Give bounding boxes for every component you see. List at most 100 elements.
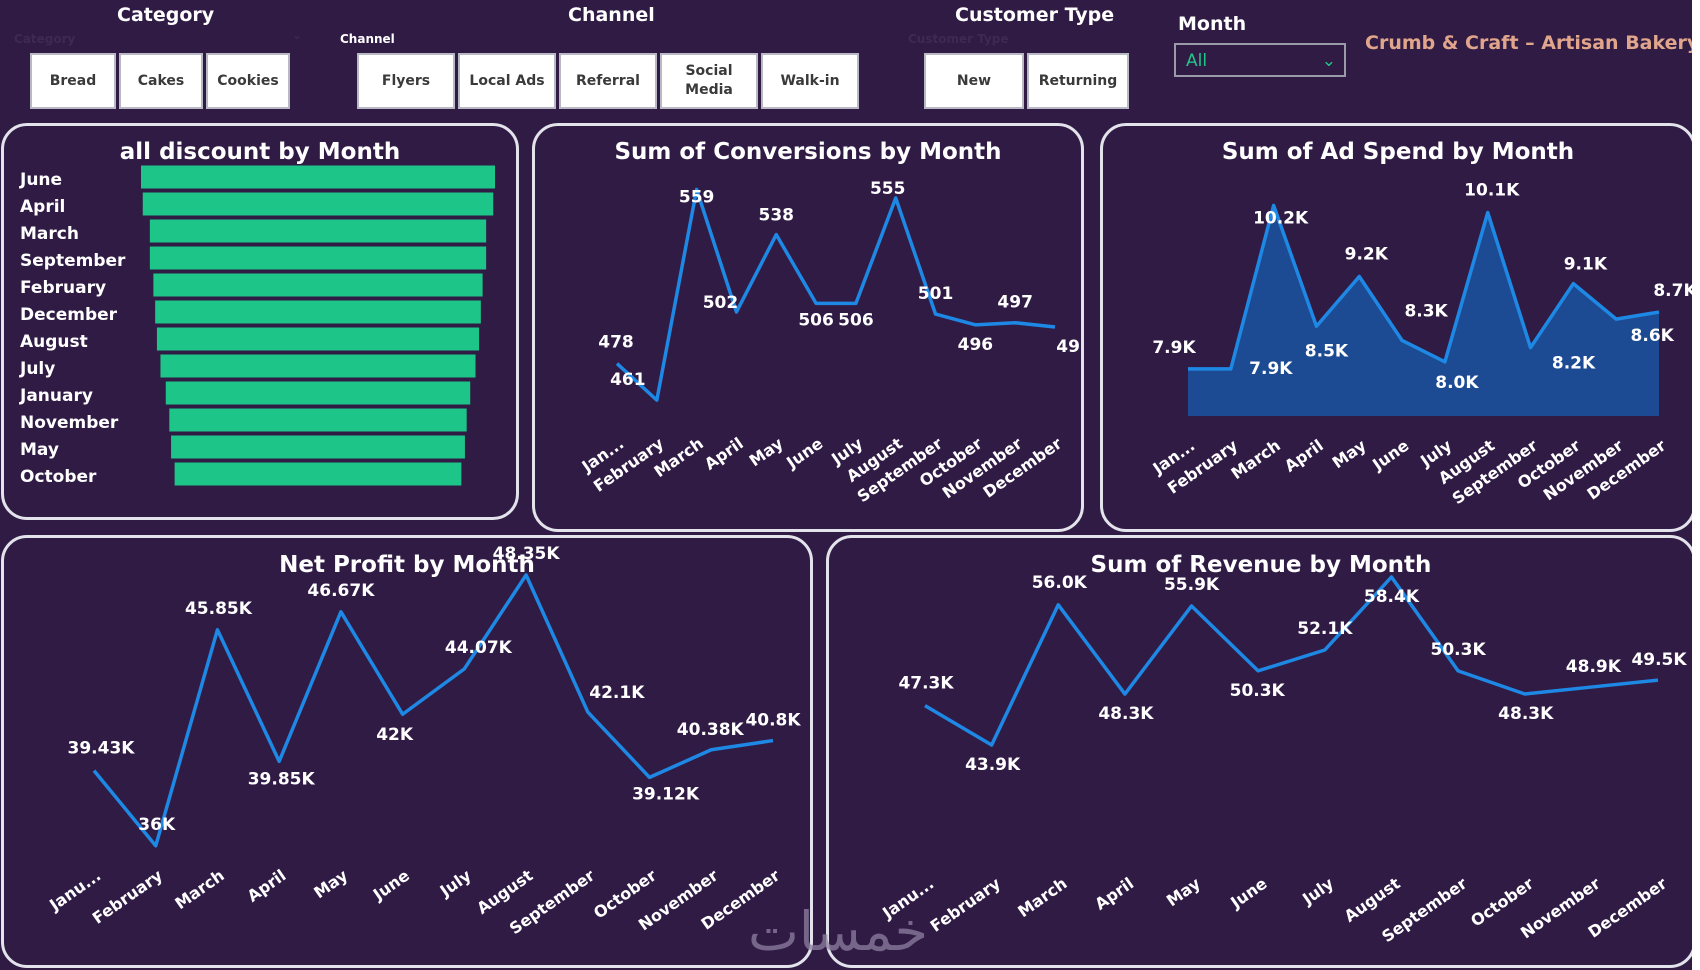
bar bbox=[155, 300, 481, 324]
data-label: 49.5K bbox=[1631, 650, 1687, 670]
data-label: 50.3K bbox=[1431, 640, 1487, 660]
data-label: 501 bbox=[918, 284, 954, 304]
x-tick-label: March bbox=[1014, 874, 1070, 921]
x-tick-label: May bbox=[1329, 435, 1370, 472]
data-label: 497 bbox=[997, 293, 1033, 313]
conversions-line-chart: 478Jan...461February559March502April538M… bbox=[578, 179, 1084, 506]
data-label: 40.38K bbox=[677, 720, 745, 740]
y-tick-label: November bbox=[20, 413, 119, 433]
netprofit-chart-panel: Net Profit by Month 39.43K Janu... 36K Febr… bbox=[1, 535, 813, 968]
bar bbox=[149, 219, 487, 243]
x-tick-label: May bbox=[310, 865, 351, 902]
data-label: 8.0K bbox=[1435, 373, 1479, 393]
x-tick-label: February bbox=[89, 865, 167, 927]
channel-slicer-title: Channel bbox=[568, 4, 655, 26]
x-tick-label: June bbox=[369, 866, 413, 905]
data-label: 36K bbox=[138, 815, 176, 835]
y-tick-label: May bbox=[20, 440, 59, 460]
customer-type-slicer-title: Customer Type bbox=[955, 4, 1115, 26]
data-label: 502 bbox=[703, 293, 739, 313]
customer-type-chip-returning[interactable]: Returning bbox=[1027, 53, 1129, 109]
bar bbox=[156, 327, 480, 351]
data-label: 50.3K bbox=[1230, 681, 1286, 701]
series-line bbox=[615, 187, 1056, 402]
revenue-chart-panel: Sum of Revenue by Month 47.3K Janu... 43.9… bbox=[826, 535, 1696, 968]
x-tick-label: April bbox=[1281, 436, 1327, 476]
data-label: 56.0K bbox=[1032, 573, 1088, 593]
y-tick-label: January bbox=[19, 386, 93, 406]
x-tick-label: July bbox=[1298, 873, 1337, 909]
bar bbox=[142, 192, 494, 216]
bar bbox=[141, 165, 495, 189]
data-label: 46.67K bbox=[307, 581, 375, 601]
channel-chip-local-ads[interactable]: Local Ads bbox=[458, 53, 556, 109]
category-chip-bread[interactable]: Bread bbox=[30, 53, 116, 109]
data-label: 44.07K bbox=[445, 638, 513, 658]
channel-chip-referral[interactable]: Referral bbox=[559, 53, 657, 109]
channel-chip-walk-in[interactable]: Walk-in bbox=[761, 53, 859, 109]
bar bbox=[160, 354, 476, 378]
channel-chip-social-media[interactable]: Social Media bbox=[660, 53, 758, 109]
data-label: 506 bbox=[798, 310, 834, 330]
data-label: 538 bbox=[759, 206, 795, 226]
chevron-down-icon: ⌄ bbox=[1321, 51, 1336, 71]
netprofit-line-chart: 39.43KJanu...36KFebruary45.85KMarch39.85… bbox=[45, 544, 801, 938]
data-label: 55.9K bbox=[1164, 575, 1220, 595]
data-label: 48.3K bbox=[1098, 704, 1154, 724]
series-line bbox=[92, 573, 774, 848]
series-line bbox=[1188, 203, 1660, 371]
watermark-logo: خمسات bbox=[748, 900, 929, 963]
chevron-down-icon[interactable]: ⌄ bbox=[292, 28, 303, 42]
channel-slicer-subtitle: Channel bbox=[340, 32, 395, 46]
y-tick-label: December bbox=[20, 305, 118, 325]
data-label: 45.85K bbox=[185, 599, 253, 619]
chart-title: Sum of Conversions by Month bbox=[614, 139, 1002, 165]
data-label: 478 bbox=[598, 333, 634, 353]
data-label: 559 bbox=[679, 187, 715, 207]
data-label: 506 bbox=[838, 310, 874, 330]
data-label: 43.9K bbox=[965, 755, 1021, 775]
data-label: 496 bbox=[958, 335, 994, 355]
month-dropdown[interactable]: All ⌄ bbox=[1174, 43, 1346, 77]
data-label: 58.4K bbox=[1364, 587, 1420, 607]
channel-chip-flyers[interactable]: Flyers bbox=[357, 53, 455, 109]
revenue-line-chart: 47.3KJanu...43.9KFebruary56.0KMarch48.3K… bbox=[878, 573, 1687, 946]
y-tick-label: July bbox=[19, 359, 55, 379]
x-tick-label: June bbox=[1368, 436, 1412, 475]
customer-type-slicer-subtitle: Customer Type bbox=[908, 32, 1009, 46]
data-label: 461 bbox=[610, 370, 646, 390]
data-label: 48.3K bbox=[1498, 704, 1554, 724]
y-tick-label: September bbox=[20, 251, 126, 271]
scrollbar-strip[interactable] bbox=[1692, 0, 1700, 970]
data-label: 7.9K bbox=[1249, 359, 1293, 379]
data-label: 7.9K bbox=[1152, 338, 1196, 358]
customer-type-chip-new[interactable]: New bbox=[924, 53, 1024, 109]
data-label: 40.8K bbox=[745, 711, 801, 731]
discount-bar-chart: June April March September February December A… bbox=[19, 165, 495, 487]
discount-chart-panel: all discount by Month June April March Sept… bbox=[1, 123, 519, 520]
x-tick-label: June bbox=[782, 434, 826, 473]
x-tick-label: April bbox=[1091, 874, 1137, 914]
data-label: 39.12K bbox=[632, 784, 700, 804]
category-chip-cakes[interactable]: Cakes bbox=[119, 53, 203, 109]
chart-title: Net Profit by Month bbox=[279, 552, 535, 578]
data-label: 47.3K bbox=[898, 674, 954, 694]
brand-title: Crumb & Craft – Artisan Bakery bbox=[1365, 32, 1700, 54]
x-tick-label: February bbox=[927, 873, 1005, 935]
data-label: 8.7K bbox=[1653, 281, 1696, 301]
category-chip-cookies[interactable]: Cookies bbox=[206, 53, 290, 109]
data-label: 10.2K bbox=[1253, 208, 1309, 228]
data-label: 495 bbox=[1056, 337, 1084, 357]
data-label: 9.1K bbox=[1564, 255, 1608, 275]
y-tick-label: June bbox=[19, 170, 62, 190]
x-tick-label: March bbox=[171, 866, 227, 913]
adspend-area-chart: 7.9KJan...7.9KFebruary10.2KMarch8.5KApri… bbox=[1149, 181, 1696, 509]
series-area bbox=[1188, 205, 1659, 416]
data-label: 42K bbox=[376, 725, 414, 745]
chart-title: Sum of Revenue by Month bbox=[1090, 552, 1432, 578]
category-slicer-subtitle: Category bbox=[14, 32, 76, 46]
bar bbox=[174, 462, 462, 486]
data-label: 48.9K bbox=[1566, 657, 1622, 677]
bar bbox=[153, 273, 483, 297]
y-tick-label: August bbox=[20, 332, 88, 352]
